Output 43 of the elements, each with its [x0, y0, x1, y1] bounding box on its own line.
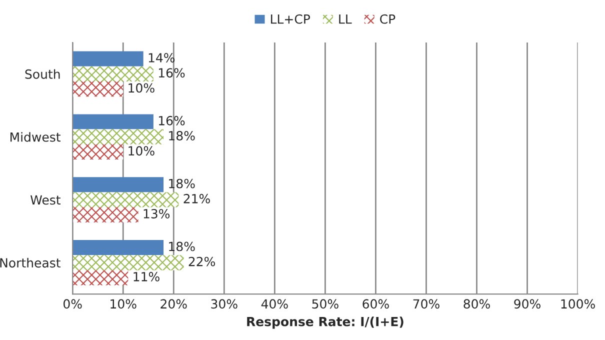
bar: [72, 177, 164, 192]
bar: [72, 144, 124, 160]
data-label: 18%: [169, 178, 195, 188]
y-tick-label: South: [25, 69, 60, 79]
x-tick-label: 50%: [312, 299, 338, 309]
data-label: 10%: [128, 146, 154, 156]
data-label: 22%: [188, 256, 215, 266]
bar: [72, 192, 179, 208]
legend-label: CP: [380, 14, 396, 24]
x-tick-label: 90%: [514, 299, 540, 309]
bar: [72, 129, 164, 144]
bar: [72, 240, 164, 256]
legend-label: LL: [339, 14, 352, 24]
x-axis-title: Response Rate: I/(I+E): [247, 316, 404, 329]
y-tick-label: Midwest: [10, 132, 60, 142]
x-tick-label: 40%: [261, 299, 288, 309]
data-label: 16%: [158, 68, 185, 78]
data-label: 21%: [184, 194, 210, 204]
x-tick-label: 70%: [413, 299, 440, 309]
data-label: 18%: [169, 131, 195, 140]
data-label: 13%: [144, 209, 170, 218]
x-tick-label: 60%: [362, 299, 389, 309]
x-tick-label: 100%: [561, 299, 595, 309]
y-tick-label: West: [30, 195, 60, 205]
bar: [72, 66, 154, 82]
bar: [72, 270, 128, 286]
data-label: 18%: [169, 242, 195, 252]
x-tick-label: 20%: [160, 299, 187, 309]
data-label: 10%: [128, 83, 154, 93]
legend-label: LL+CP: [270, 14, 310, 24]
data-label: 11%: [134, 272, 160, 282]
x-tick-label: 0%: [64, 299, 82, 309]
data-label: 14%: [148, 53, 175, 62]
bar: [72, 51, 144, 66]
x-tick-label: 80%: [464, 299, 490, 309]
bar: [72, 82, 124, 97]
y-tick-label: Northeast: [0, 258, 60, 268]
bar: [72, 207, 138, 222]
bar: [72, 255, 184, 270]
data-label: 16%: [158, 116, 185, 126]
bar: [72, 114, 154, 130]
x-tick-label: 30%: [211, 299, 238, 309]
x-tick-label: 10%: [110, 299, 136, 309]
